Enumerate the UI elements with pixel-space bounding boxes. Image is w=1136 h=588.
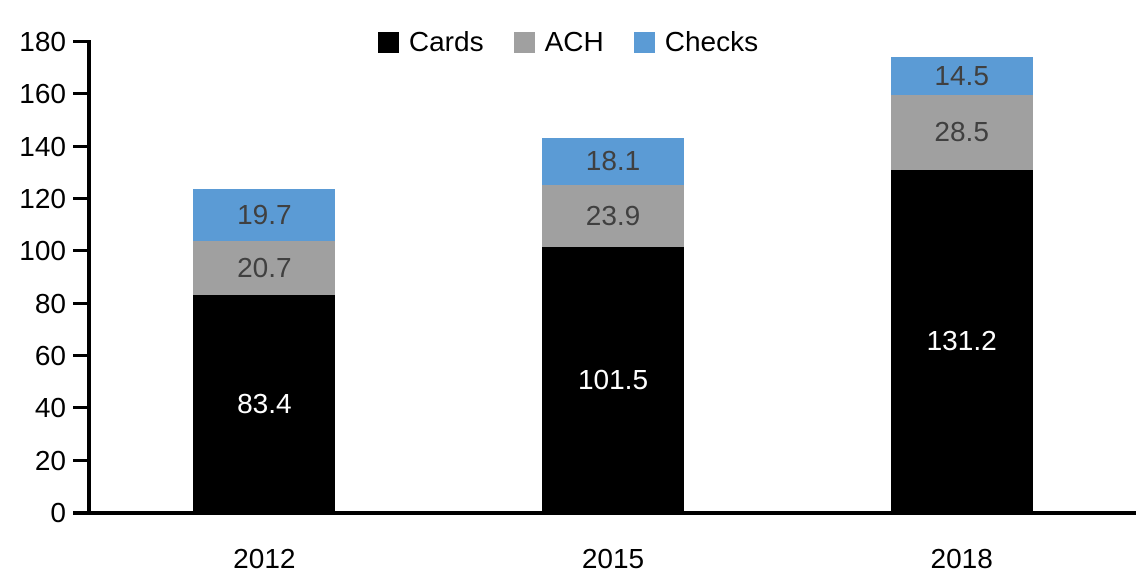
y-axis-tick-mark	[73, 92, 87, 96]
data-label: 14.5	[934, 60, 989, 92]
x-axis-line	[73, 511, 1136, 515]
data-label: 131.2	[926, 325, 997, 357]
y-axis-tick-mark	[73, 249, 87, 253]
bar-segment-cards-2015: 101.5	[542, 247, 684, 513]
y-axis-tick-label: 80	[34, 287, 66, 319]
y-axis-tick-mark	[73, 197, 87, 200]
y-axis-tick-mark	[73, 40, 87, 43]
y-axis-tick-mark	[73, 144, 87, 148]
data-label: 83.4	[237, 387, 292, 419]
y-axis-tick-label: 120	[19, 183, 66, 214]
y-axis-tick-label: 160	[19, 78, 66, 110]
y-axis-line	[87, 40, 91, 515]
y-axis-tick-label: 40	[34, 392, 66, 424]
bar-segment-checks-2012: 19.7	[193, 189, 336, 241]
data-label: 23.9	[585, 200, 641, 232]
y-axis-tick-label: 100	[19, 235, 66, 267]
y-axis-tick-label: 180	[19, 26, 66, 57]
bar-segment-cards-2018: 131.2	[890, 169, 1033, 513]
bar-segment-ach-2018: 28.5	[890, 95, 1033, 170]
bar-segment-cards-2012: 83.4	[193, 294, 336, 513]
data-label: 28.5	[934, 116, 989, 148]
data-label: 20.7	[237, 251, 292, 283]
y-axis-tick-label: 140	[19, 130, 66, 162]
x-axis-category-label: 2018	[930, 543, 993, 574]
data-label: 18.1	[585, 145, 641, 177]
legend-item-checks: Checks	[633, 26, 759, 57]
legend-swatch-checks-icon	[633, 31, 655, 53]
legend-swatch-ach-icon	[513, 31, 535, 53]
y-axis-tick-mark	[73, 354, 87, 357]
x-axis-category-label: 2015	[581, 543, 645, 574]
y-axis-tick-mark	[73, 301, 87, 305]
legend-label: Cards	[408, 26, 484, 57]
bar-segment-ach-2015: 23.9	[542, 184, 684, 248]
chart-legend: Cards ACH Checks	[0, 28, 1136, 56]
legend-item-cards: Cards	[377, 26, 484, 57]
y-axis-tick-label: 0	[50, 497, 66, 528]
legend-item-ach: ACH	[513, 26, 604, 57]
bar-segment-checks-2018: 14.5	[890, 57, 1033, 96]
y-axis-tick-label: 20	[34, 444, 66, 476]
legend-label: ACH	[544, 26, 604, 57]
legend-swatch-cards-icon	[377, 31, 399, 53]
bar-segment-checks-2015: 18.1	[542, 137, 684, 185]
y-axis-tick-mark	[73, 458, 87, 462]
y-axis-tick-mark	[73, 511, 87, 514]
y-axis-tick-mark	[73, 406, 87, 410]
data-label: 101.5	[577, 364, 649, 396]
legend-label: Checks	[664, 26, 759, 57]
y-axis-tick-label: 60	[34, 340, 66, 371]
data-label: 19.7	[237, 198, 292, 230]
bar-segment-ach-2012: 20.7	[193, 240, 336, 295]
x-axis-category-label: 2012	[233, 543, 296, 574]
